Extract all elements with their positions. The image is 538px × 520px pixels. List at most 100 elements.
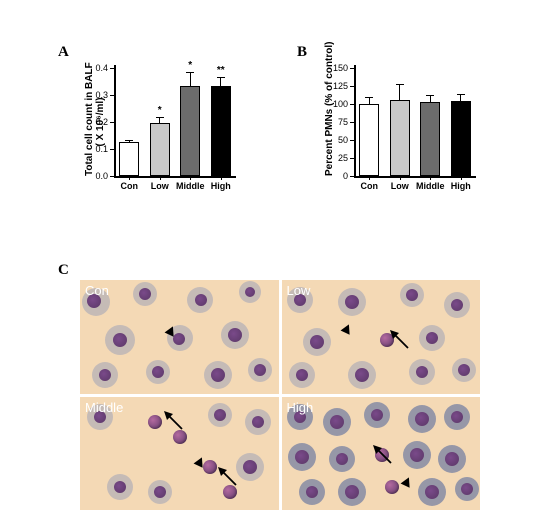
x-label: Low <box>385 181 416 191</box>
x-axis <box>114 176 236 178</box>
cell-nucleus <box>252 416 264 428</box>
y-tick <box>110 122 114 123</box>
x-label: Con <box>114 181 145 191</box>
errorbar-cap <box>396 84 404 85</box>
errorbar-cap <box>186 72 194 73</box>
x-label: High <box>446 181 477 191</box>
cell-nucleus <box>345 485 359 499</box>
significance-marker: * <box>180 60 200 71</box>
panel-c-label: C <box>58 262 69 279</box>
arrow-icon <box>218 467 240 489</box>
cell-nucleus <box>310 335 324 349</box>
cell-nucleus <box>336 453 348 465</box>
arrowhead-icon <box>400 475 413 487</box>
micrograph-label: Con <box>85 283 109 298</box>
cell-nucleus <box>114 481 126 493</box>
cell-nucleus <box>416 366 428 378</box>
bar-middle <box>420 102 440 176</box>
figure-root: A B C 0.00.10.20.30.4Total cell count in… <box>0 0 538 520</box>
cell-nucleus <box>154 486 166 498</box>
errorbar-cap <box>217 77 225 78</box>
panel-c-grid: Con Low Middle High <box>80 280 480 510</box>
y-axis-title: Percent PMNs (% of control) <box>324 68 335 176</box>
x-tick <box>400 176 401 180</box>
x-tick <box>461 176 462 180</box>
cell-nucleus <box>425 485 439 499</box>
errorbar <box>190 72 191 86</box>
arrow-icon <box>390 330 412 352</box>
cell-nucleus <box>254 364 266 376</box>
chart-b: 0255075100125150Percent PMNs (% of contr… <box>320 58 480 198</box>
x-tick <box>221 176 222 180</box>
arrow-icon <box>373 445 395 467</box>
cell-nucleus <box>211 368 225 382</box>
cell-nucleus <box>139 288 151 300</box>
cell-nucleus <box>426 332 438 344</box>
y-tick <box>350 68 354 69</box>
errorbar <box>460 94 461 101</box>
pmn-cell <box>148 415 162 429</box>
errorbar <box>369 97 370 104</box>
bar-high <box>451 101 471 176</box>
x-tick <box>160 176 161 180</box>
significance-marker: ** <box>211 65 231 76</box>
micrograph-label: Middle <box>85 400 123 415</box>
y-tick <box>110 95 114 96</box>
cell-nucleus <box>451 411 463 423</box>
errorbar <box>399 84 400 100</box>
cell-nucleus <box>173 333 185 345</box>
cell-nucleus <box>355 368 369 382</box>
micrograph-low: Low <box>282 280 481 394</box>
y-axis <box>114 65 116 176</box>
pmn-cell <box>385 480 399 494</box>
x-tick <box>369 176 370 180</box>
cell-nucleus <box>113 333 127 347</box>
panel-b-label: B <box>297 44 307 61</box>
bar-middle <box>180 86 200 176</box>
cell-nucleus <box>445 452 459 466</box>
y-tick <box>110 149 114 150</box>
micrograph-label: High <box>287 400 314 415</box>
cell-nucleus <box>458 364 470 376</box>
x-label: High <box>206 181 237 191</box>
cell-nucleus <box>296 369 308 381</box>
significance-marker: * <box>150 105 170 116</box>
cell-nucleus <box>99 369 111 381</box>
x-label: Con <box>354 181 385 191</box>
bar-low <box>150 123 170 176</box>
arrowhead-icon <box>340 322 353 334</box>
x-label: Middle <box>415 181 446 191</box>
x-tick <box>129 176 130 180</box>
errorbar <box>220 77 221 85</box>
y-axis <box>354 65 356 176</box>
micrograph-middle: Middle <box>80 397 279 511</box>
panel-a-label: A <box>58 44 69 61</box>
errorbar <box>159 117 160 124</box>
errorbar-cap <box>125 140 133 141</box>
x-axis <box>354 176 476 178</box>
cell-nucleus <box>214 409 226 421</box>
cell-nucleus <box>410 448 424 462</box>
cell-nucleus <box>228 328 242 342</box>
cell-nucleus <box>330 415 344 429</box>
errorbar-cap <box>426 95 434 96</box>
cell-nucleus <box>406 289 418 301</box>
errorbar-cap <box>365 97 373 98</box>
y-tick <box>110 68 114 69</box>
cell-nucleus <box>245 287 255 297</box>
bar-con <box>359 104 379 176</box>
cell-nucleus <box>461 483 473 495</box>
y-tick <box>350 86 354 87</box>
micrograph-label: Low <box>287 283 311 298</box>
cell-nucleus <box>243 460 257 474</box>
y-tick <box>110 176 114 177</box>
x-tick <box>190 176 191 180</box>
cell-nucleus <box>306 486 318 498</box>
cell-nucleus <box>415 412 429 426</box>
y-tick <box>350 176 354 177</box>
cell-nucleus <box>345 295 359 309</box>
y-tick <box>350 158 354 159</box>
chart-a: 0.00.10.20.30.4Total cell count in BALF(… <box>80 58 240 198</box>
cell-nucleus <box>451 299 463 311</box>
y-tick <box>350 104 354 105</box>
